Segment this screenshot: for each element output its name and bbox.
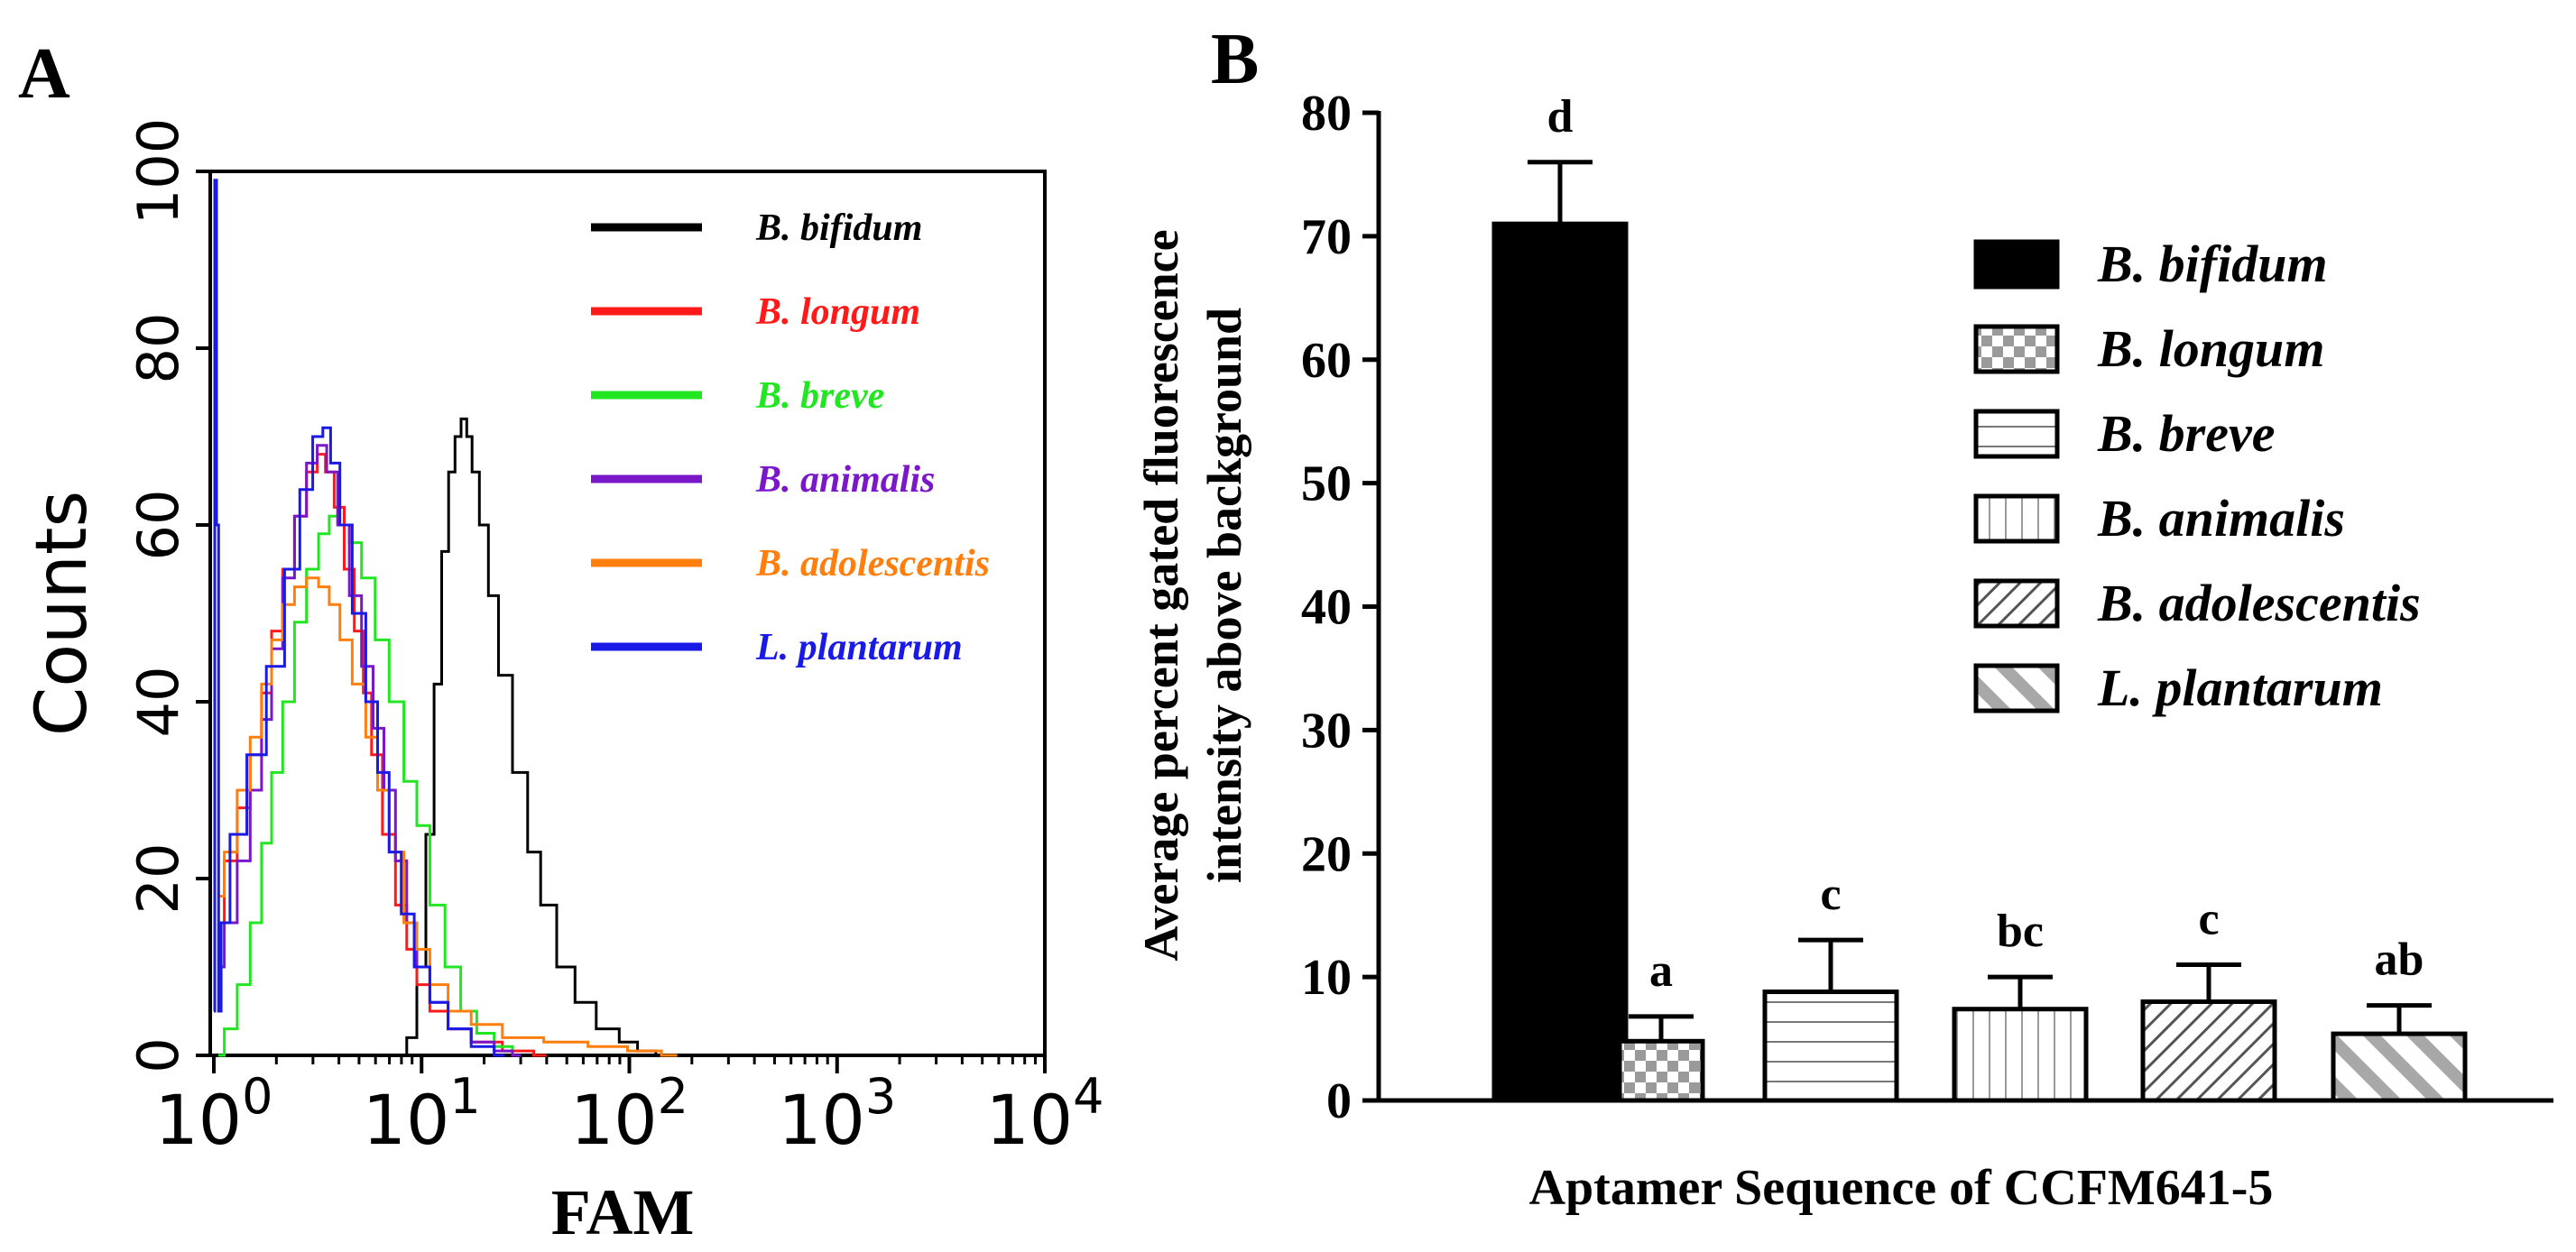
bar-b-breve (1762, 990, 1899, 1103)
legend-label: B. adolescentis (2097, 574, 2421, 632)
panel-a-x-tick-label: 100 (154, 1068, 272, 1160)
legend-label: B. longum (755, 291, 920, 333)
panel-b-x-axis-label: Aptamer Sequence of CCFM641-5 (1529, 1160, 2274, 1216)
panel-a-y-tick-label: 60 (125, 490, 191, 561)
panel-a-x-tick-label: 104 (985, 1068, 1103, 1160)
legend-swatch (1973, 324, 2060, 374)
legend-swatch (1973, 578, 2060, 629)
tick-base: 10 (570, 1080, 658, 1160)
legend-label: L. plantarum (2097, 658, 2383, 717)
panel-b-legend: B. bifidum B. longum B. breve B. animalis B.… (1973, 235, 2421, 717)
significance-label-b-longum: a (1649, 945, 1673, 997)
panel-b-y-axis-label-line2: intensity above background (1197, 308, 1251, 883)
panel-b: B Average percent gated fluorescence int… (1134, 20, 2553, 1216)
panel-a-y-tick-label: 0 (125, 1037, 191, 1072)
bar-l-plantarum (2331, 1031, 2468, 1103)
panel-a-x-tick-label: 101 (363, 1068, 481, 1160)
panel-a-x-axis-label: FAM (551, 1176, 695, 1248)
panel-a-legend: B. bifidum B. longum B. breve B. animalis B.… (591, 207, 990, 668)
panel-a-y-tick-label: 100 (125, 118, 191, 225)
series-line-b-adolescentis (217, 576, 678, 1057)
panel-b-y-tick-label: 20 (1301, 826, 1352, 882)
tick-exponent: 0 (242, 1068, 272, 1125)
tick-base: 10 (154, 1080, 242, 1160)
bar-b-adolescentis (2140, 999, 2277, 1103)
panel-b-y-tick-label: 50 (1301, 456, 1352, 512)
panel-a-y-axis-label: Counts (22, 491, 103, 736)
legend-label: B. breve (2097, 404, 2276, 463)
series-line-l-plantarum (213, 179, 504, 1057)
panel-b-y-tick-label: 30 (1301, 703, 1352, 759)
panel-a-x-tick-label: 102 (570, 1068, 688, 1160)
panel-label-b: B (1211, 20, 1259, 99)
legend-swatch (1973, 493, 2060, 544)
legend-label: B. bifidum (755, 207, 922, 249)
legend-label: L. plantarum (755, 627, 963, 668)
legend-label: B. bifidum (2097, 235, 2328, 293)
legend-label: B. breve (755, 375, 884, 417)
panel-b-y-tick-label: 60 (1301, 333, 1352, 389)
legend-label: B. animalis (2097, 489, 2345, 548)
bar-b-longum (1617, 1038, 1705, 1103)
series-line-b-breve (217, 514, 522, 1057)
panel-a-series (213, 179, 678, 1057)
legend-label: B. longum (2097, 319, 2324, 378)
panel-a-y-tick-label: 20 (125, 843, 191, 915)
panel-b-y-tick-label: 80 (1301, 86, 1352, 142)
series-line-b-animalis (217, 444, 522, 1057)
tick-exponent: 1 (449, 1068, 480, 1125)
significance-label-b-breve: c (1820, 869, 1841, 920)
legend-swatch (1973, 663, 2060, 713)
tick-base: 10 (363, 1080, 450, 1160)
panel-b-y-tick-label: 70 (1301, 209, 1352, 265)
significance-label-b-animalis: bc (1997, 906, 2044, 957)
legend-label: B. adolescentis (755, 543, 990, 585)
significance-label-b-adolescentis: c (2198, 893, 2219, 944)
tick-exponent: 4 (1073, 1068, 1103, 1125)
bar-b-animalis (1952, 1007, 2089, 1103)
panel-a-y-tick-label: 80 (125, 313, 191, 384)
significance-label-l-plantarum: ab (2375, 934, 2424, 986)
panel-b-y-tick-label: 40 (1301, 580, 1352, 636)
series-line-b-bifidum (401, 417, 666, 1057)
tick-exponent: 3 (865, 1068, 896, 1125)
panel-b-bars: d a c bc c ab (1491, 91, 2468, 1103)
panel-a-x-tick-label: 103 (778, 1068, 896, 1160)
significance-label-b-bifidum: d (1547, 91, 1574, 143)
panel-b-y-axis-label-line1: Average percent gated fluorescence (1134, 229, 1188, 961)
tick-exponent: 2 (658, 1068, 688, 1125)
panel-b-y-tick-label: 0 (1326, 1073, 1352, 1129)
tick-base: 10 (985, 1080, 1073, 1160)
panel-label-a: A (18, 34, 70, 114)
panel-a-y-tick-label: 40 (125, 667, 191, 738)
panel-a-y-axis: 0 20 40 60 80 100 (125, 118, 210, 1073)
panel-b-y-tick-label: 10 (1301, 950, 1352, 1006)
panel-a-x-axis: 100 101 102 103 104 (154, 1055, 1104, 1160)
bar-b-bifidum (1491, 221, 1629, 1103)
legend-label: B. animalis (755, 459, 935, 501)
legend-swatch (1973, 239, 2060, 290)
legend-swatch (1973, 409, 2060, 459)
tick-base: 10 (778, 1080, 865, 1160)
